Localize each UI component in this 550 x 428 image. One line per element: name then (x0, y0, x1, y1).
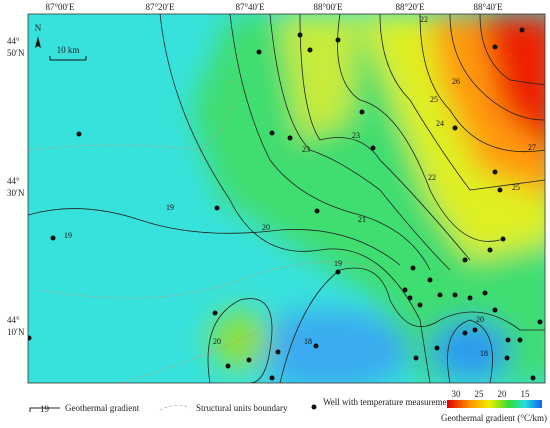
latitude-label: 44° (7, 176, 20, 186)
longitude-labels: 87°00′E 87°20′E 87°40′E 88°00′E 88°20′E … (45, 2, 503, 12)
contour-label: 19 (64, 231, 72, 240)
contour-label: 20 (262, 223, 270, 232)
longitude-label: 87°00′E (45, 2, 75, 12)
latitude-labels: 44° 50′N 44° 30′N 44° 10′N (7, 36, 25, 337)
colorbar (447, 400, 542, 408)
longitude-label: 87°20′E (145, 2, 175, 12)
latitude-label: 10′N (7, 327, 25, 337)
contour-label: 19 (334, 259, 342, 268)
colorbar-title: Geothermal gradient (°C/km) (441, 413, 547, 423)
structural-boundary (28, 79, 233, 151)
colorbar-tick: 20 (498, 389, 508, 399)
north-label: N (35, 23, 42, 33)
legend-sample: 19 (40, 404, 50, 414)
contour-label: 26 (452, 77, 460, 86)
longitude-label: 88°40′E (473, 2, 503, 12)
contour-label: 20 (213, 337, 221, 346)
latitude-label: 44° (7, 315, 20, 325)
latitude-label: 44° (7, 36, 20, 46)
map-area: 19 19 20 21 22 23 23 24 25 26 27 18 19 2… (28, 14, 545, 383)
contour-label: 22 (420, 15, 428, 24)
contour-label: 18 (480, 349, 488, 358)
latitude-label: 50′N (7, 48, 25, 58)
contour-label: 25 (430, 95, 438, 104)
contour-lines (28, 14, 545, 383)
colorbar-tick: 30 (452, 389, 462, 399)
longitude-label: 88°00′E (313, 2, 343, 12)
legend-label: Well with temperature measurements (323, 397, 457, 407)
scale-label: 10 km (57, 45, 80, 55)
contour-labels: 19 19 20 21 22 23 23 24 25 26 27 18 19 2… (64, 15, 536, 358)
longitude-label: 87°40′E (235, 2, 265, 12)
contour-label: 24 (436, 119, 444, 128)
longitude-label: 88°20′E (395, 2, 425, 12)
legend-label: Structural units boundary (196, 403, 288, 413)
legend-label: Geothermal gradient (65, 403, 140, 413)
north-arrow-scale: N 10 km (35, 23, 87, 61)
contour-label: 18 (304, 337, 312, 346)
contour-label: 22 (428, 173, 436, 182)
colorbar-tick: 25 (475, 389, 485, 399)
structural-boundary (39, 261, 381, 299)
contour-label: 21 (358, 215, 366, 224)
contour-label: 25 (512, 183, 520, 192)
contour-label: 19 (166, 203, 174, 212)
latitude-label: 30′N (7, 188, 25, 198)
map-frame (27, 13, 546, 384)
colorbar-tick: 15 (521, 389, 531, 399)
wells (28, 27, 543, 381)
contour-label: 27 (528, 143, 536, 152)
contour-label: 23 (352, 131, 360, 140)
contour-label: 23 (302, 145, 310, 154)
contour-label: 20 (476, 315, 484, 324)
legend: 19 Geothermal gradient Structural units … (29, 389, 547, 423)
